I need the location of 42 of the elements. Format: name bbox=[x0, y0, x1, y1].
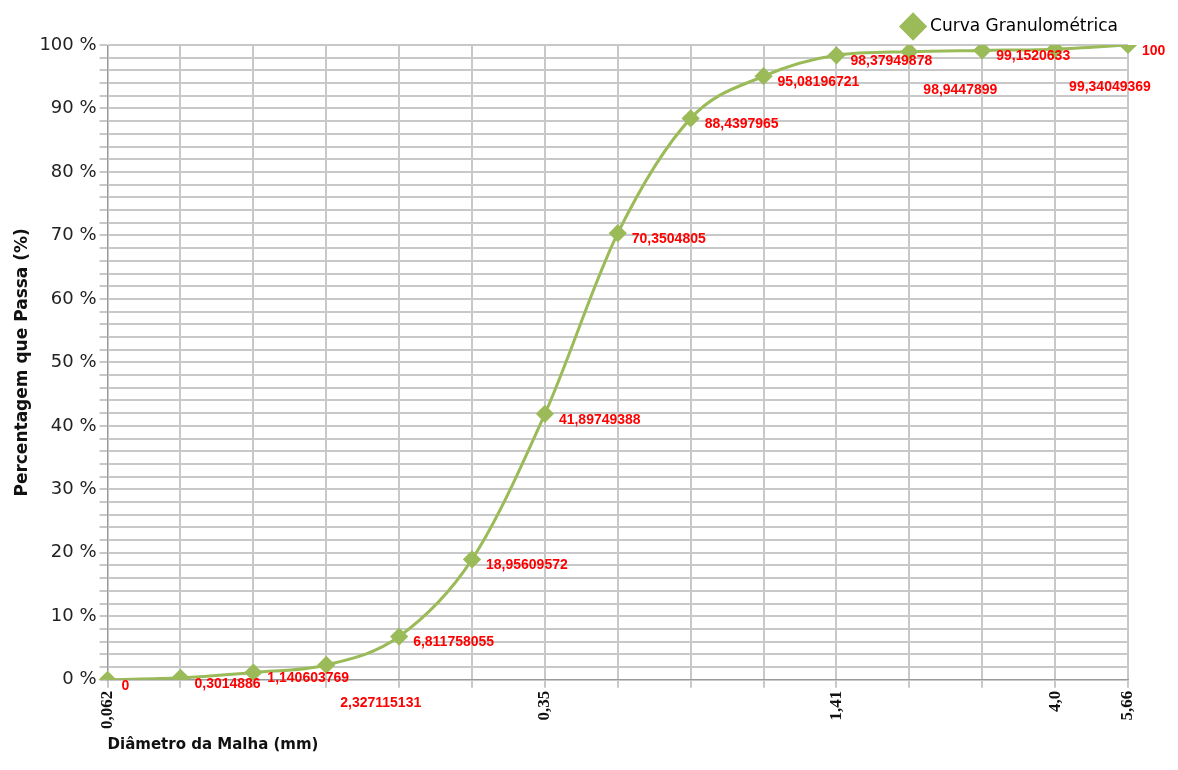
x-tick-label: 0,062 bbox=[96, 690, 116, 729]
x-tick-label: 0,35 bbox=[534, 690, 554, 721]
data-label: 99,34049369 bbox=[1069, 78, 1152, 95]
y-tick-label: 0 % bbox=[62, 667, 97, 689]
y-tick-label: 50 % bbox=[50, 350, 97, 372]
y-tick-label: 60 % bbox=[50, 286, 97, 308]
y-tick-label: 80 % bbox=[50, 159, 97, 181]
data-label: 1,140603769 bbox=[267, 669, 350, 686]
point bbox=[536, 405, 554, 423]
y-axis-title: Percentagem que Passa (%) bbox=[10, 228, 31, 497]
data-label: 95,08196721 bbox=[777, 73, 860, 90]
point bbox=[682, 109, 700, 127]
point bbox=[827, 46, 845, 64]
y-tick-label: 40 % bbox=[50, 413, 97, 435]
y-tick-label: 30 % bbox=[50, 477, 97, 498]
point bbox=[390, 628, 408, 646]
data-label: 88,4397965 bbox=[704, 115, 779, 132]
data-label: 70,3504805 bbox=[631, 230, 706, 247]
y-tick-label: 100 % bbox=[39, 32, 97, 54]
data-label: 41,89749388 bbox=[558, 410, 641, 427]
y-tick-label: 20 % bbox=[50, 540, 97, 562]
y-tick-label: 90 % bbox=[50, 96, 97, 118]
x-axis-title: Diâmetro da Malha (mm) bbox=[107, 734, 319, 753]
data-label: 0 bbox=[121, 676, 130, 693]
data-label: 18,95609572 bbox=[486, 556, 568, 573]
data-label: 6,811758055 bbox=[413, 633, 495, 650]
data-label: 0,3014886 bbox=[194, 674, 261, 691]
y-tick-label: 70 % bbox=[50, 223, 97, 245]
data-label: 98,9447899 bbox=[923, 80, 998, 97]
x-tick-label: 1,41 bbox=[825, 690, 845, 721]
point bbox=[609, 224, 627, 242]
y-tick-label: 10 % bbox=[50, 603, 97, 625]
point bbox=[463, 550, 481, 568]
legend-label: Curva Granulométrica bbox=[930, 14, 1119, 35]
point bbox=[755, 67, 773, 85]
data-label: 98,37949878 bbox=[850, 52, 933, 69]
data-label: 99,1520633 bbox=[996, 47, 1071, 64]
x-tick-label: 5,66 bbox=[1117, 690, 1137, 721]
data-label: 100 bbox=[1142, 41, 1166, 58]
x-tick-label: 4,0 bbox=[1044, 690, 1064, 712]
data-label: 2,327115131 bbox=[340, 693, 422, 710]
point bbox=[973, 45, 991, 59]
